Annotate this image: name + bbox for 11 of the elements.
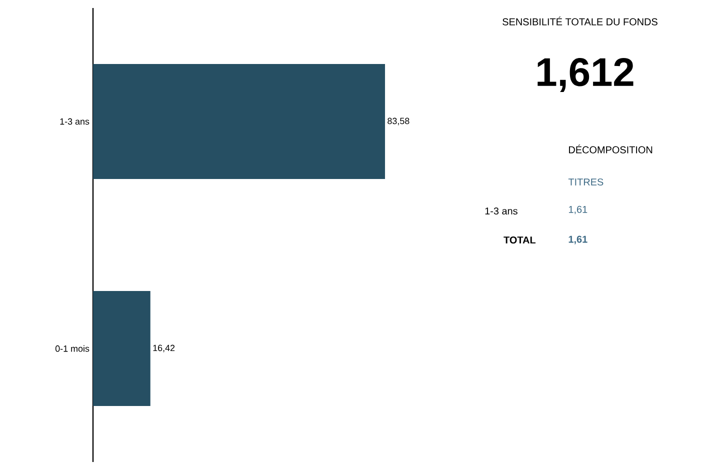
data-label: 16,42 <box>153 344 175 352</box>
text: TOTAL <box>504 236 536 244</box>
data-label: 83,58 <box>388 118 410 126</box>
text: SENSIBILITÉ TOTALE DU FONDS <box>502 16 658 26</box>
text: 1,61 <box>568 236 588 244</box>
text: 1,61 <box>568 206 588 214</box>
text: TITRES <box>568 178 604 186</box>
y-tick-label: 0-1 mois <box>55 345 90 352</box>
text: 1,612 <box>538 58 634 92</box>
text: DÉCOMPOSITION <box>569 144 652 154</box>
text: 1-3 ans <box>485 208 518 215</box>
